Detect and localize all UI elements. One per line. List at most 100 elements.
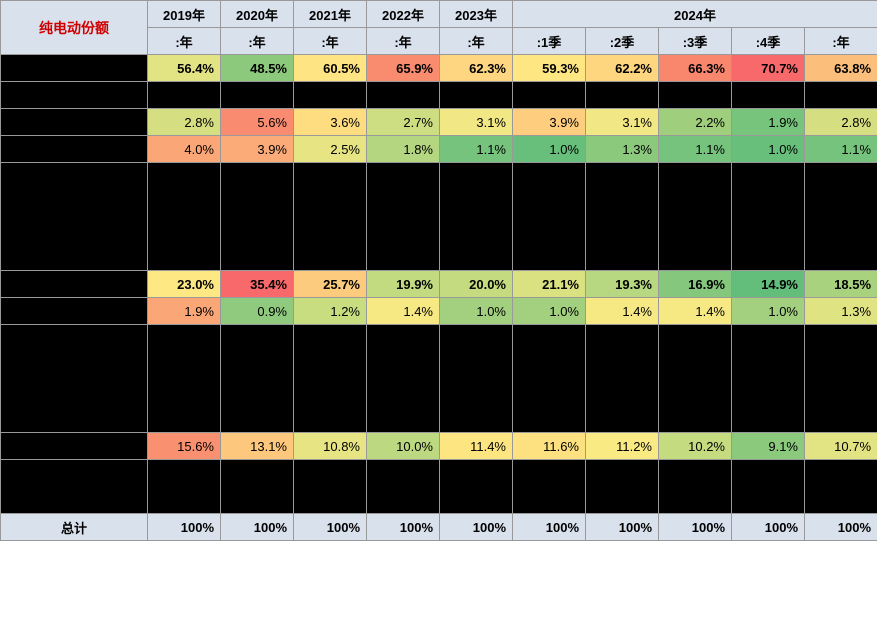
blank-cell (440, 406, 513, 433)
table-row: 23.0%35.4%25.7%19.9%20.0%21.1%19.3%16.9%… (1, 271, 877, 298)
blank-cell (367, 487, 440, 514)
blank-row (1, 190, 877, 217)
total-val: 100% (148, 514, 221, 541)
blank-cell (659, 190, 732, 217)
blank-cell (732, 487, 805, 514)
value-cell: 62.2% (586, 55, 659, 82)
blank-cell (513, 217, 586, 244)
blank-cell (294, 352, 367, 379)
blank-cell (513, 460, 586, 487)
value-cell: 11.4% (440, 433, 513, 460)
blank-cell (367, 406, 440, 433)
total-val: 100% (513, 514, 586, 541)
value-cell: 3.1% (586, 109, 659, 136)
blank-cell (805, 460, 877, 487)
blank-cell (294, 163, 367, 190)
value-cell: 10.7% (805, 433, 877, 460)
value-cell: 60.5% (294, 55, 367, 82)
blank-label (1, 325, 148, 352)
value-cell: 10.0% (367, 433, 440, 460)
blank-cell (659, 82, 732, 109)
value-cell: 66.3% (659, 55, 732, 82)
value-cell: 1.9% (148, 298, 221, 325)
blank-cell (732, 244, 805, 271)
value-cell: 19.9% (367, 271, 440, 298)
blank-cell (513, 352, 586, 379)
sub-header-cell: :2季 (586, 28, 659, 55)
value-cell: 14.9% (732, 271, 805, 298)
value-cell: 1.1% (805, 136, 877, 163)
value-cell: 16.9% (659, 271, 732, 298)
blank-cell (221, 244, 294, 271)
blank-row (1, 460, 877, 487)
bev-share-table: 纯电动份额 2019年 2020年 2021年 2022年 2023年 2024… (0, 0, 877, 541)
blank-label (1, 82, 148, 109)
sub-header-cell: :4季 (732, 28, 805, 55)
blank-cell (586, 244, 659, 271)
value-cell: 1.4% (367, 298, 440, 325)
value-cell: 1.3% (586, 136, 659, 163)
blank-cell (732, 379, 805, 406)
col-2019: 2019年 (148, 1, 221, 28)
blank-row (1, 379, 877, 406)
blank-cell (294, 190, 367, 217)
blank-cell (586, 352, 659, 379)
value-cell: 3.9% (221, 136, 294, 163)
blank-cell (440, 82, 513, 109)
blank-label (1, 244, 148, 271)
blank-cell (513, 487, 586, 514)
value-cell: 1.0% (732, 136, 805, 163)
blank-cell (586, 82, 659, 109)
blank-label (1, 379, 148, 406)
value-cell: 3.6% (294, 109, 367, 136)
value-cell: 9.1% (732, 433, 805, 460)
blank-cell (513, 82, 586, 109)
blank-cell (294, 325, 367, 352)
value-cell: 18.5% (805, 271, 877, 298)
sub-header-cell: :年 (294, 28, 367, 55)
value-cell: 63.8% (805, 55, 877, 82)
value-cell: 25.7% (294, 271, 367, 298)
blank-cell (586, 406, 659, 433)
value-cell: 3.1% (440, 109, 513, 136)
blank-cell (367, 460, 440, 487)
row-label (1, 271, 148, 298)
blank-cell (805, 82, 877, 109)
value-cell: 1.9% (732, 109, 805, 136)
row-label (1, 109, 148, 136)
blank-cell (732, 460, 805, 487)
blank-cell (659, 325, 732, 352)
blank-label (1, 163, 148, 190)
value-cell: 1.1% (659, 136, 732, 163)
value-cell: 11.6% (513, 433, 586, 460)
col-2021: 2021年 (294, 1, 367, 28)
total-val: 100% (732, 514, 805, 541)
blank-cell (586, 163, 659, 190)
blank-cell (221, 487, 294, 514)
table-row: 4.0%3.9%2.5%1.8%1.1%1.0%1.3%1.1%1.0%1.1% (1, 136, 877, 163)
value-cell: 1.0% (513, 298, 586, 325)
sub-header-cell: :年 (367, 28, 440, 55)
row-label (1, 298, 148, 325)
blank-row (1, 325, 877, 352)
blank-cell (367, 244, 440, 271)
blank-cell (732, 352, 805, 379)
table-row: 56.4%48.5%60.5%65.9%62.3%59.3%62.2%66.3%… (1, 55, 877, 82)
blank-cell (732, 82, 805, 109)
blank-cell (294, 244, 367, 271)
blank-cell (659, 406, 732, 433)
value-cell: 35.4% (221, 271, 294, 298)
value-cell: 10.2% (659, 433, 732, 460)
blank-cell (513, 163, 586, 190)
value-cell: 1.1% (440, 136, 513, 163)
blank-cell (440, 244, 513, 271)
blank-cell (367, 379, 440, 406)
blank-cell (148, 379, 221, 406)
blank-cell (221, 217, 294, 244)
table-row: 2.8%5.6%3.6%2.7%3.1%3.9%3.1%2.2%1.9%2.8% (1, 109, 877, 136)
value-cell: 65.9% (367, 55, 440, 82)
blank-cell (732, 190, 805, 217)
value-cell: 4.0% (148, 136, 221, 163)
blank-cell (805, 190, 877, 217)
blank-cell (586, 217, 659, 244)
